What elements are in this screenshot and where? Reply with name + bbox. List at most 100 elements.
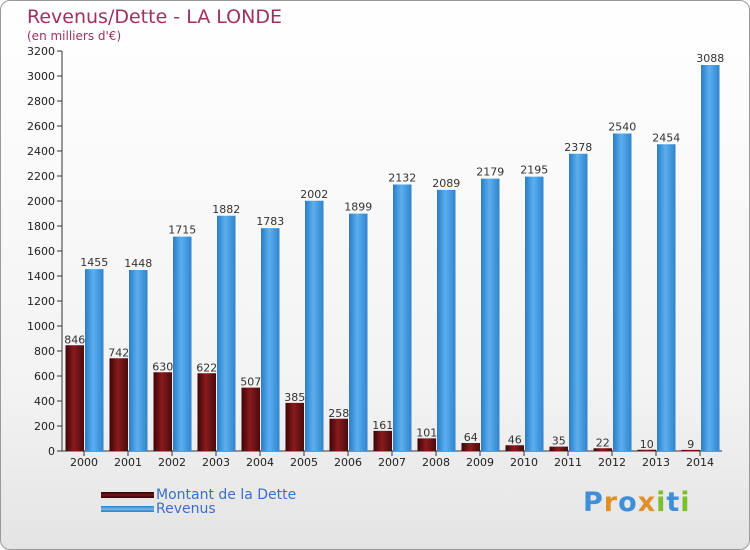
label-dette-2010: 46 xyxy=(508,433,522,446)
bar-revenus-2006 xyxy=(349,213,368,451)
y-tick-label: 2800 xyxy=(27,95,55,108)
bar-revenus-2003 xyxy=(217,215,236,451)
label-dette-2012: 22 xyxy=(596,436,610,449)
legend-swatch-revenus xyxy=(101,506,154,512)
label-dette-2008: 101 xyxy=(416,426,437,439)
label-dette-2009: 64 xyxy=(464,431,478,444)
label-revenus-2009: 2179 xyxy=(476,166,504,179)
bar-revenus-2007 xyxy=(393,184,412,451)
label-revenus-2002: 1715 xyxy=(168,224,196,237)
bar-dette-2014 xyxy=(681,449,700,451)
label-revenus-2014: 3088 xyxy=(696,52,724,65)
x-tick-label: 2014 xyxy=(686,456,714,469)
bar-dette-2007 xyxy=(373,430,392,451)
bar-dette-2012 xyxy=(593,448,612,451)
x-tick-label: 2001 xyxy=(114,456,142,469)
x-tick-label: 2002 xyxy=(158,456,186,469)
x-tick-label: 2007 xyxy=(378,456,406,469)
x-tick-label: 2010 xyxy=(510,456,538,469)
y-tick-label: 1000 xyxy=(27,320,55,333)
label-revenus-2012: 2540 xyxy=(608,121,636,134)
label-revenus-2010: 2195 xyxy=(520,164,548,177)
x-tick-label: 2005 xyxy=(290,456,318,469)
y-tick-label: 1400 xyxy=(27,270,55,283)
y-tick-label: 1200 xyxy=(27,295,55,308)
label-dette-2006: 258 xyxy=(328,407,349,420)
legend-swatch-dette xyxy=(101,492,154,498)
y-tick-label: 200 xyxy=(34,420,55,433)
label-revenus-2003: 1882 xyxy=(212,203,240,216)
bar-revenus-2005 xyxy=(305,200,324,451)
label-dette-2007: 161 xyxy=(372,419,393,432)
y-tick-label: 2200 xyxy=(27,170,55,183)
label-revenus-2011: 2378 xyxy=(564,141,592,154)
bar-dette-2000 xyxy=(65,345,84,451)
legend-label-dette: Montant de la Dette xyxy=(156,487,297,503)
data-labels: 846 1455 742 1448 630 1715 622 1882 507 1783 385 20… xyxy=(64,52,724,451)
bar-revenus-2014 xyxy=(701,65,720,451)
bar-revenus-2012 xyxy=(613,133,632,451)
bar-revenus-2008 xyxy=(437,189,456,451)
label-revenus-2001: 1448 xyxy=(124,257,152,270)
y-tick-label: 2000 xyxy=(27,195,55,208)
bar-revenus-2002 xyxy=(173,236,192,451)
label-dette-2002: 630 xyxy=(152,360,173,373)
chart-subtitle: (en milliers d'€) xyxy=(27,29,122,43)
legend-label-revenus: Revenus xyxy=(156,501,216,517)
bar-dette-2006 xyxy=(329,418,348,451)
x-tick-label: 2008 xyxy=(422,456,450,469)
label-revenus-2004: 1783 xyxy=(256,215,284,228)
y-tick-label: 3000 xyxy=(27,70,55,83)
y-tick-label: 3200 xyxy=(27,45,55,58)
x-tick-label: 2011 xyxy=(554,456,582,469)
y-tick-label: 2600 xyxy=(27,120,55,133)
bar-dette-2010 xyxy=(505,445,524,451)
bar-dette-2001 xyxy=(109,358,128,451)
x-tick-label: 2004 xyxy=(246,456,274,469)
label-dette-2000: 846 xyxy=(64,333,85,346)
bars xyxy=(65,65,720,451)
label-revenus-2000: 1455 xyxy=(80,256,108,269)
bar-dette-2008 xyxy=(417,438,436,451)
y-tick-label: 0 xyxy=(48,445,55,458)
label-dette-2011: 35 xyxy=(552,435,566,448)
bar-dette-2013 xyxy=(637,449,656,451)
chart-title: Revenus/Dette - LA LONDE xyxy=(27,6,282,28)
bar-dette-2009 xyxy=(461,443,480,451)
y-tick-label: 600 xyxy=(34,370,55,383)
bar-revenus-2001 xyxy=(129,270,148,451)
label-dette-2013: 10 xyxy=(640,438,654,451)
y-tick-label: 800 xyxy=(34,345,55,358)
bar-dette-2005 xyxy=(285,402,304,451)
label-dette-2004: 507 xyxy=(240,376,261,389)
y-tick-label: 2400 xyxy=(27,145,55,158)
bar-revenus-2000 xyxy=(85,269,104,451)
legend-item-revenus: Revenus xyxy=(101,501,216,517)
bar-dette-2002 xyxy=(153,372,172,451)
bar-dette-2011 xyxy=(549,446,568,451)
proxiti-logo: Proxiti xyxy=(583,487,691,518)
label-revenus-2007: 2132 xyxy=(388,172,416,185)
y-tick-label: 1800 xyxy=(27,220,55,233)
label-revenus-2013: 2454 xyxy=(652,131,680,144)
label-dette-2001: 742 xyxy=(108,346,129,359)
label-dette-2014: 9 xyxy=(687,438,694,451)
bar-revenus-2004 xyxy=(261,228,280,451)
bar-dette-2003 xyxy=(197,373,216,451)
bar-revenus-2013 xyxy=(657,144,676,451)
label-revenus-2008: 2089 xyxy=(432,177,460,190)
x-tick-label: 2000 xyxy=(70,456,98,469)
y-tick-label: 1600 xyxy=(27,245,55,258)
x-tick-label: 2013 xyxy=(642,456,670,469)
bar-dette-2004 xyxy=(241,387,260,451)
legend-item-dette: Montant de la Dette xyxy=(101,487,296,503)
y-tick-label: 400 xyxy=(34,395,55,408)
label-revenus-2005: 2002 xyxy=(300,188,328,201)
x-tick-label: 2009 xyxy=(466,456,494,469)
label-dette-2003: 622 xyxy=(196,361,217,374)
label-revenus-2006: 1899 xyxy=(344,201,372,214)
label-dette-2005: 385 xyxy=(284,391,305,404)
x-tick-label: 2006 xyxy=(334,456,362,469)
